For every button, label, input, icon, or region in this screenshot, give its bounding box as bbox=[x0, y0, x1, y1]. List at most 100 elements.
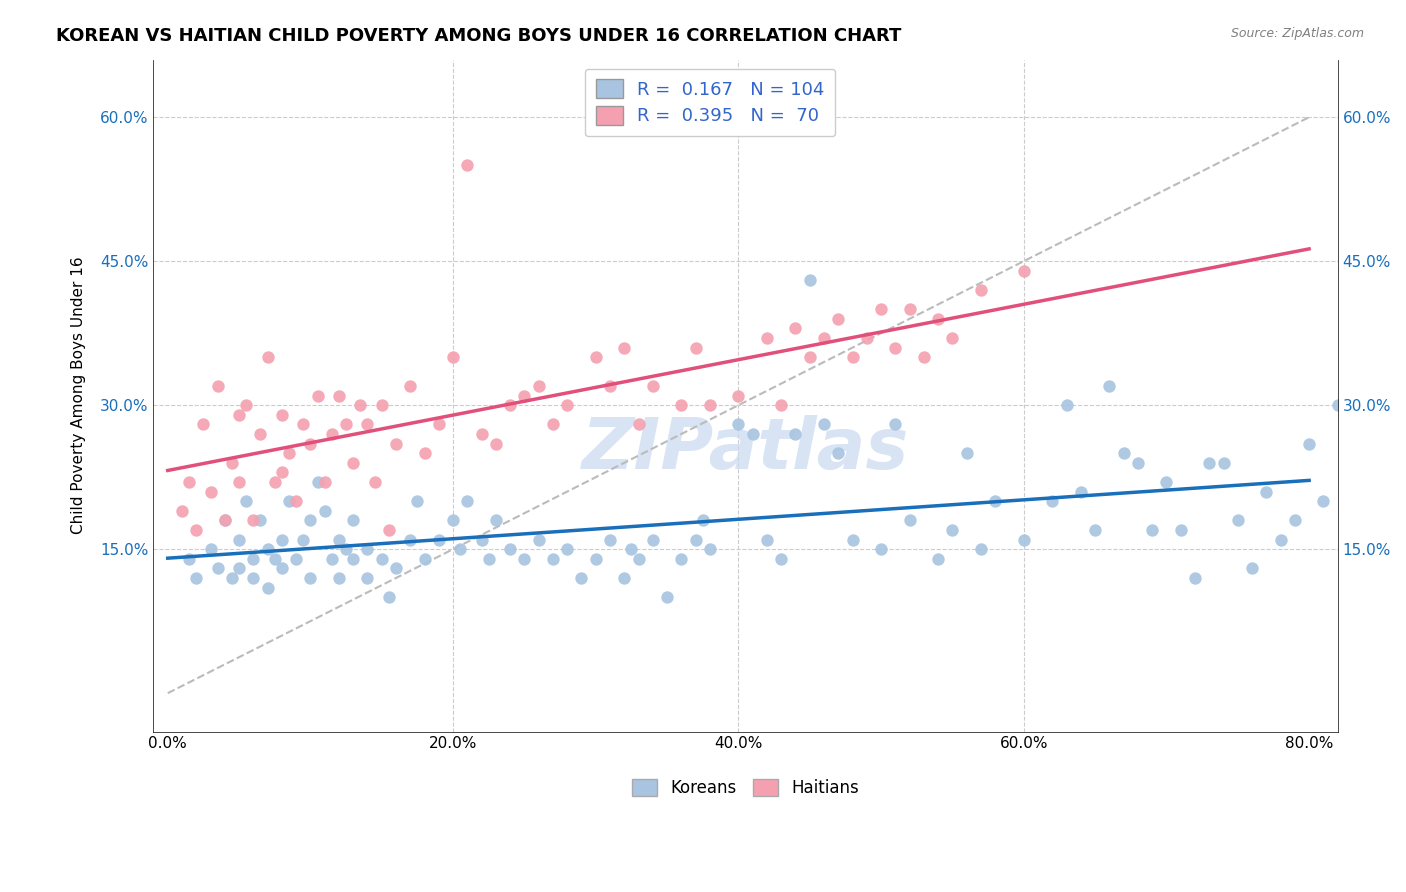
Point bbox=[378, 590, 401, 604]
Point bbox=[270, 533, 292, 547]
Point bbox=[449, 542, 471, 557]
Point bbox=[627, 417, 650, 432]
Point bbox=[328, 388, 350, 402]
Point bbox=[471, 533, 494, 547]
Point bbox=[692, 513, 714, 527]
Point bbox=[307, 388, 329, 402]
Point bbox=[1012, 264, 1035, 278]
Point bbox=[263, 551, 285, 566]
Point bbox=[228, 408, 250, 422]
Point bbox=[785, 427, 807, 442]
Point bbox=[441, 350, 464, 364]
Point bbox=[321, 551, 343, 566]
Point bbox=[1098, 379, 1121, 393]
Point bbox=[599, 379, 621, 393]
Point bbox=[214, 513, 236, 527]
Point bbox=[385, 436, 408, 450]
Point bbox=[228, 561, 250, 575]
Point bbox=[641, 379, 664, 393]
Point bbox=[627, 551, 650, 566]
Point bbox=[970, 283, 993, 297]
Point bbox=[200, 484, 222, 499]
Point bbox=[956, 446, 979, 460]
Point bbox=[898, 513, 921, 527]
Point bbox=[685, 533, 707, 547]
Point bbox=[406, 494, 429, 508]
Point bbox=[499, 542, 522, 557]
Point bbox=[613, 341, 636, 355]
Point bbox=[186, 571, 208, 585]
Point bbox=[841, 350, 863, 364]
Legend: Koreans, Haitians: Koreans, Haitians bbox=[626, 772, 866, 804]
Point bbox=[1240, 561, 1263, 575]
Point bbox=[427, 533, 450, 547]
Point bbox=[1126, 456, 1149, 470]
Point bbox=[1012, 533, 1035, 547]
Point bbox=[927, 311, 949, 326]
Point bbox=[328, 571, 350, 585]
Point bbox=[499, 398, 522, 412]
Point bbox=[984, 494, 1007, 508]
Point bbox=[727, 388, 749, 402]
Point bbox=[599, 533, 621, 547]
Point bbox=[970, 542, 993, 557]
Point bbox=[1326, 398, 1348, 412]
Point bbox=[1184, 571, 1206, 585]
Point bbox=[1226, 513, 1249, 527]
Y-axis label: Child Poverty Among Boys Under 16: Child Poverty Among Boys Under 16 bbox=[72, 257, 86, 534]
Point bbox=[755, 533, 778, 547]
Point bbox=[541, 551, 564, 566]
Point bbox=[898, 302, 921, 317]
Point bbox=[585, 551, 607, 566]
Point bbox=[242, 571, 264, 585]
Point bbox=[1284, 513, 1306, 527]
Point bbox=[299, 513, 322, 527]
Point bbox=[478, 551, 501, 566]
Point bbox=[235, 494, 257, 508]
Point bbox=[1112, 446, 1135, 460]
Point bbox=[427, 417, 450, 432]
Point bbox=[214, 513, 236, 527]
Point bbox=[256, 542, 278, 557]
Point bbox=[527, 379, 550, 393]
Point bbox=[1298, 436, 1320, 450]
Point bbox=[456, 494, 478, 508]
Point bbox=[385, 561, 408, 575]
Point bbox=[799, 350, 821, 364]
Point bbox=[228, 533, 250, 547]
Point bbox=[813, 417, 835, 432]
Point bbox=[613, 571, 636, 585]
Point bbox=[356, 417, 378, 432]
Point bbox=[456, 158, 478, 172]
Point bbox=[356, 571, 378, 585]
Point bbox=[1212, 456, 1234, 470]
Point bbox=[371, 398, 394, 412]
Point bbox=[785, 321, 807, 335]
Point bbox=[1084, 523, 1107, 537]
Point bbox=[620, 542, 643, 557]
Point bbox=[235, 398, 257, 412]
Point bbox=[342, 551, 364, 566]
Point bbox=[221, 571, 243, 585]
Point bbox=[270, 408, 292, 422]
Point bbox=[541, 417, 564, 432]
Point bbox=[1140, 523, 1163, 537]
Point bbox=[655, 590, 678, 604]
Point bbox=[1056, 398, 1078, 412]
Text: Source: ZipAtlas.com: Source: ZipAtlas.com bbox=[1230, 27, 1364, 40]
Point bbox=[699, 542, 721, 557]
Point bbox=[1270, 533, 1292, 547]
Point bbox=[413, 551, 436, 566]
Point bbox=[827, 311, 849, 326]
Point bbox=[299, 436, 322, 450]
Point bbox=[555, 542, 578, 557]
Point bbox=[856, 331, 879, 345]
Point bbox=[827, 446, 849, 460]
Point bbox=[1256, 484, 1278, 499]
Point bbox=[1070, 484, 1092, 499]
Point bbox=[727, 417, 749, 432]
Point bbox=[285, 551, 308, 566]
Point bbox=[228, 475, 250, 489]
Point bbox=[193, 417, 215, 432]
Point bbox=[371, 551, 394, 566]
